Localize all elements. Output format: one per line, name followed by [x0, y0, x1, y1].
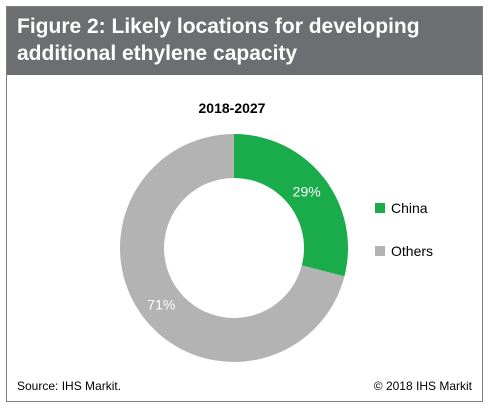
legend-swatch-china: [375, 203, 385, 213]
legend-swatch-others: [375, 246, 385, 256]
slice-others: [120, 134, 345, 362]
chart-title: 2018-2027: [199, 100, 266, 116]
slice-china: [234, 134, 348, 277]
donut-chart: 2018-2027 29% 71% China Others: [120, 100, 433, 362]
figure-frame: Figure 2: Likely locations for developin…: [6, 6, 483, 402]
copyright-note: © 2018 IHS Markit: [373, 379, 472, 393]
source-note: Source: IHS Markit.: [17, 379, 122, 393]
data-label-china: 29%: [293, 184, 321, 200]
legend-label-others: Others: [391, 243, 433, 259]
data-label-others: 71%: [147, 296, 175, 312]
legend: China Others: [375, 200, 433, 259]
donut-slices: [120, 134, 348, 362]
legend-label-china: China: [391, 200, 428, 216]
figure-title: Figure 2: Likely locations for developin…: [17, 15, 420, 65]
figure-header: Figure 2: Likely locations for developin…: [7, 7, 482, 75]
slice-labels: 29% 71%: [147, 184, 320, 313]
